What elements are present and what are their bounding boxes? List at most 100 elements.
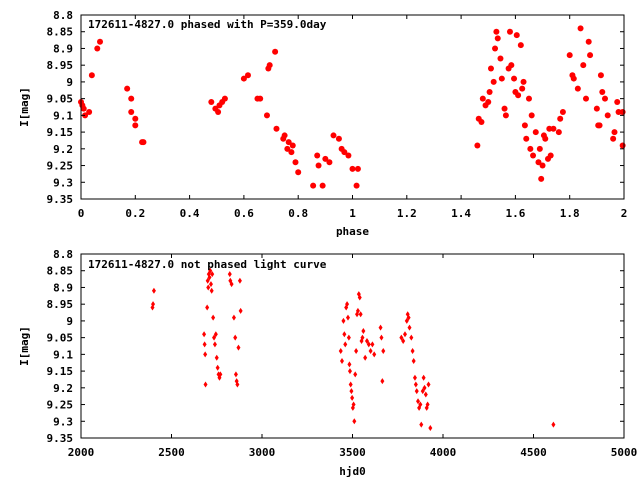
- phased-data-point: [519, 85, 526, 92]
- unphased-data-point: [208, 281, 213, 288]
- phased-data-point: [266, 62, 273, 69]
- phased-data-point: [284, 145, 291, 152]
- unphased-data-point: [352, 418, 357, 425]
- unphased-data-point: [233, 334, 238, 341]
- phased-data-point: [82, 112, 89, 119]
- unphased-data-point: [340, 358, 345, 365]
- phased-x-tick-label: 0.8: [288, 207, 308, 220]
- unphased-data-point: [361, 327, 366, 334]
- unphased-data-point: [213, 331, 218, 338]
- unphased-data-point: [370, 341, 375, 348]
- phased-data-point: [574, 85, 581, 92]
- phased-data-point: [610, 135, 617, 142]
- unphased-data-point: [211, 314, 216, 321]
- phased-data-point: [502, 112, 509, 119]
- phased-data-point: [285, 139, 292, 146]
- unphased-data-point: [414, 388, 419, 395]
- unphased-data-point: [401, 337, 406, 344]
- phased-x-tick-label: 1.8: [560, 207, 580, 220]
- phased-data-point: [330, 132, 337, 139]
- phased-data-point: [128, 95, 135, 102]
- phased-data-point: [497, 55, 504, 62]
- unphased-data-point: [368, 348, 373, 355]
- unphased-data-point: [235, 381, 240, 388]
- unphased-data-point: [350, 394, 355, 401]
- unphased-data-point: [151, 287, 156, 294]
- phased-data-point: [570, 75, 577, 82]
- unphased-y-tick-label: 8.85: [47, 265, 74, 278]
- phased-data-point: [493, 28, 500, 35]
- phased-data-point: [538, 175, 545, 182]
- unphased-data-point: [423, 391, 428, 398]
- unphased-data-point: [206, 284, 211, 291]
- phased-data-point: [244, 72, 251, 79]
- unphased-chart-title: 172611-4827.0 not phased light curve: [88, 258, 327, 271]
- unphased-data-point: [347, 368, 352, 375]
- phased-data-point: [487, 65, 494, 72]
- phased-data-point: [492, 45, 499, 52]
- phased-data-point: [94, 45, 101, 52]
- phased-data-point: [580, 62, 587, 69]
- phased-y-tick-label: 9.3: [53, 176, 73, 189]
- unphased-data-point: [208, 267, 213, 274]
- unphased-y-axis-label: I[mag]: [18, 326, 31, 366]
- unphased-data-point: [419, 421, 424, 428]
- unphased-data-point: [212, 341, 217, 348]
- unphased-data-point: [360, 334, 365, 341]
- unphased-data-point: [342, 331, 347, 338]
- phased-y-tick-label: 8.95: [47, 59, 74, 72]
- phased-data-point: [508, 62, 515, 69]
- unphased-data-point: [347, 361, 352, 368]
- phased-data-point: [314, 152, 321, 159]
- phased-data-point: [478, 119, 485, 126]
- unphased-data-point: [203, 351, 208, 358]
- phased-data-point: [221, 95, 228, 102]
- unphased-data-point: [218, 371, 223, 378]
- phased-chart-title: 172611-4827.0 phased with P=359.0day: [88, 18, 327, 31]
- phased-data-point: [523, 135, 530, 142]
- phased-data-point: [263, 112, 270, 119]
- unphased-data-point: [151, 301, 156, 308]
- phased-data-point: [281, 132, 288, 139]
- unphased-y-tick-label: 9.05: [47, 332, 74, 345]
- phased-data-point: [128, 109, 135, 116]
- phased-x-tick-label: 0.4: [180, 207, 200, 220]
- unphased-data-point: [338, 348, 343, 355]
- unphased-data-point: [378, 324, 383, 331]
- phased-data-point: [80, 105, 87, 112]
- unphased-data-point: [410, 348, 415, 355]
- phased-y-tick-label: 8.9: [53, 42, 73, 55]
- unphased-data-point: [358, 311, 363, 318]
- phased-data-point: [88, 72, 95, 79]
- unphased-data-point: [353, 371, 358, 378]
- unphased-data-point: [210, 271, 215, 278]
- unphased-data-point: [381, 348, 386, 355]
- phased-data-point: [322, 155, 329, 162]
- phased-y-tick-label: 9.2: [53, 143, 73, 156]
- phased-data-point: [479, 95, 486, 102]
- unphased-ticks: 2000 2500 3000 3500 4000 4500 5000 8.8 8.85 8.9 8.…: [47, 248, 638, 459]
- unphased-data-point: [379, 334, 384, 341]
- phased-data-point: [542, 135, 549, 142]
- unphased-data-point: [407, 324, 412, 331]
- unphased-y-tick-label: 8.95: [47, 298, 74, 311]
- phased-data-point: [597, 72, 604, 79]
- unphased-y-tick-label: 9: [66, 315, 73, 328]
- phased-y-tick-label: 9.15: [47, 126, 74, 139]
- phased-data-point: [593, 105, 600, 112]
- phased-data-point: [515, 92, 522, 99]
- phased-data-point: [536, 145, 543, 152]
- phased-data-point: [582, 95, 589, 102]
- unphased-data-point: [346, 334, 351, 341]
- unphased-x-tick-label: 2500: [158, 446, 185, 459]
- phased-data-point: [614, 98, 621, 105]
- unphased-data-point: [215, 364, 220, 371]
- phased-data-point: [513, 32, 520, 39]
- phased-data-point: [525, 95, 532, 102]
- phased-x-tick-label: 1.6: [505, 207, 525, 220]
- unphased-data-point: [551, 421, 556, 428]
- phased-x-tick-label: 1.2: [397, 207, 417, 220]
- phased-data-point: [535, 159, 542, 166]
- phased-data-point: [530, 152, 537, 159]
- unphased-data-point: [428, 424, 433, 431]
